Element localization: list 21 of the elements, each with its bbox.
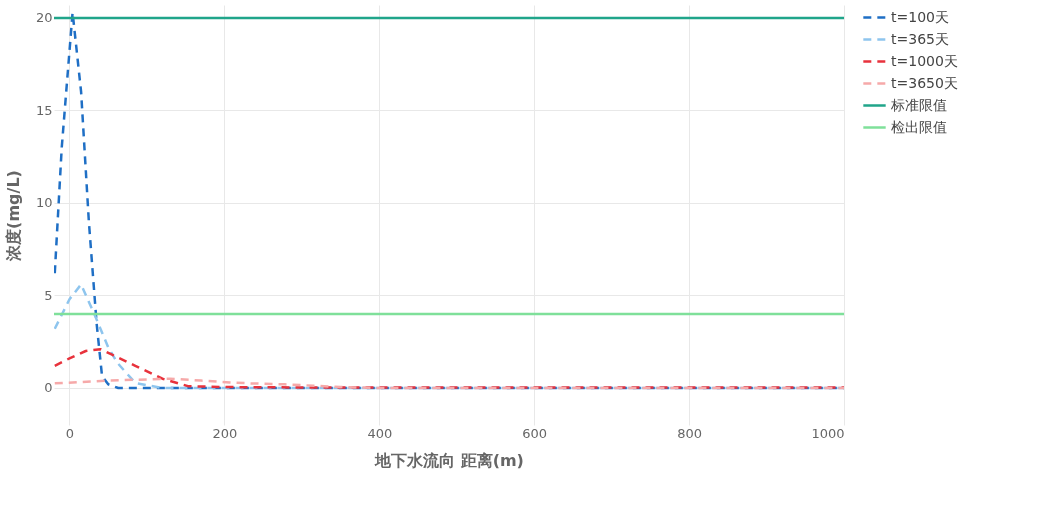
line-series bbox=[54, 377, 844, 390]
legend-label: t=1000天 bbox=[891, 52, 958, 69]
y-tick-label: 0 bbox=[44, 380, 53, 396]
y-tick-label: 15 bbox=[35, 102, 53, 118]
line-series bbox=[54, 347, 844, 389]
x-tick-label: 800 bbox=[677, 425, 703, 441]
legend-label: t=100天 bbox=[891, 8, 949, 25]
y-tick-label: 5 bbox=[44, 287, 53, 303]
legend-label: 检出限值 bbox=[891, 118, 947, 135]
y-tick-label: 20 bbox=[35, 10, 53, 26]
y-axis-title: 浓度(mg/L) bbox=[3, 170, 23, 262]
x-tick-label: 600 bbox=[522, 425, 548, 441]
legend-label: t=365天 bbox=[891, 30, 949, 47]
x-tick-label: 1000 bbox=[811, 425, 845, 441]
legend-label: t=3650天 bbox=[891, 74, 958, 91]
x-axis-title: 地下水流向 距离(m) bbox=[374, 450, 524, 470]
x-tick-label: 0 bbox=[65, 425, 75, 441]
legend-label: 标准限值 bbox=[890, 96, 947, 113]
x-tick-label: 200 bbox=[212, 425, 238, 441]
y-tick-label: 10 bbox=[35, 195, 53, 211]
x-tick-label: 400 bbox=[367, 425, 393, 441]
